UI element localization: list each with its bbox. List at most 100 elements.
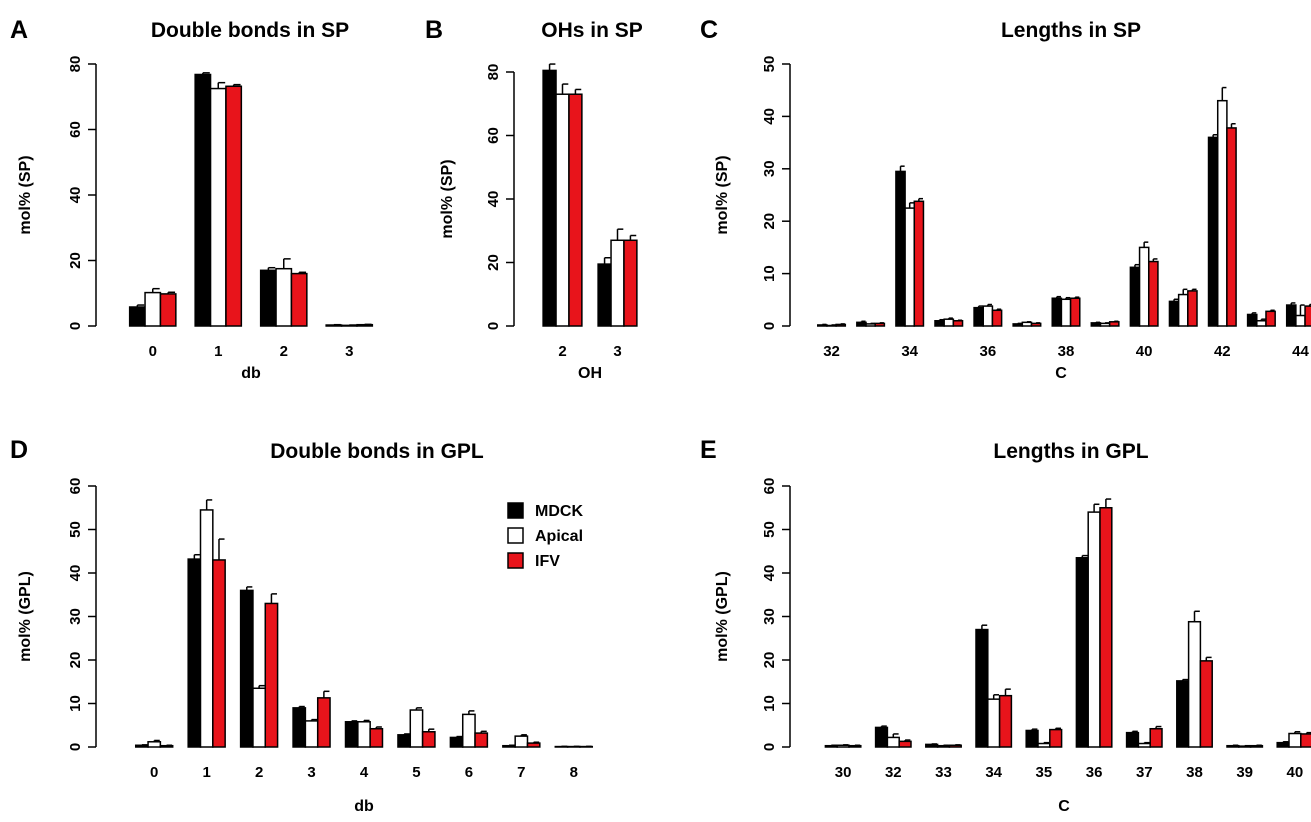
bar-apical-35 bbox=[1037, 742, 1051, 748]
bar-mdck-39 bbox=[1090, 322, 1102, 327]
bar-mdck-1 bbox=[194, 73, 212, 327]
error-bar-ifv-1 bbox=[232, 83, 241, 87]
bar-ifv-32 bbox=[835, 323, 847, 327]
x-tick-label: 2 bbox=[255, 764, 263, 781]
error-bar-ifv-1 bbox=[218, 538, 225, 560]
x-tick-label: 42 bbox=[1214, 343, 1231, 360]
panel-A: A Double bonds in SP 0 20 40 60 80 mol% (SP) 0 1 2… bbox=[10, 16, 374, 382]
y-tick-label: 40 bbox=[485, 191, 502, 208]
bar-mdck-35 bbox=[1025, 729, 1039, 748]
bar-ifv-36 bbox=[991, 309, 1003, 327]
error-bar-ifv-0 bbox=[167, 291, 176, 294]
bar-apical-40 bbox=[1138, 246, 1150, 327]
error-bar-apical-6 bbox=[468, 710, 475, 715]
bar-mdck-3 bbox=[597, 263, 612, 327]
x-tick-label: 36 bbox=[980, 343, 997, 360]
chart-title: Lengths in SP bbox=[1001, 19, 1141, 42]
x-tick-label: 2 bbox=[280, 343, 288, 360]
x-tick-label: 34 bbox=[901, 343, 918, 360]
bar-ifv-37 bbox=[1149, 727, 1163, 748]
panel-C: C Lengths in SP 0 10 20 30 40 50 mol% (SP) 32 34 36… bbox=[700, 16, 1311, 382]
error-bar-ifv-44 bbox=[1308, 303, 1311, 307]
bar-apical-1 bbox=[199, 509, 214, 748]
y-tick-label: 30 bbox=[67, 608, 84, 625]
error-bar-ifv-34 bbox=[918, 197, 924, 202]
error-bar-apical-37 bbox=[1026, 321, 1032, 323]
x-tick-label: 7 bbox=[517, 764, 525, 781]
error-bar-mdck-38 bbox=[1056, 295, 1061, 299]
error-bar-ifv-33 bbox=[879, 322, 884, 324]
bar-apical-41 bbox=[1177, 293, 1189, 327]
panel-label: A bbox=[10, 16, 28, 44]
error-bar-apical-35 bbox=[948, 317, 953, 320]
error-bar-ifv-39 bbox=[1113, 320, 1119, 323]
bar-ifv-35 bbox=[952, 320, 964, 327]
error-bar-mdck-34 bbox=[899, 165, 905, 172]
x-tick-label: 36 bbox=[1086, 764, 1103, 781]
chart-title: OHs in SP bbox=[541, 19, 643, 42]
error-bar-mdck-2 bbox=[246, 586, 253, 591]
x-tick-label: 32 bbox=[885, 764, 902, 781]
y-tick-label: 30 bbox=[761, 608, 778, 625]
bar-mdck-42 bbox=[1207, 136, 1219, 327]
error-bar-ifv-7 bbox=[532, 741, 540, 744]
bar-apical-39 bbox=[1099, 322, 1111, 327]
y-tick-label: 30 bbox=[761, 160, 778, 177]
bar-ifv-38 bbox=[1199, 660, 1213, 748]
bar-mdck-34 bbox=[895, 170, 906, 327]
error-bar-apical-4 bbox=[363, 719, 370, 722]
x-tick-label: 34 bbox=[985, 764, 1002, 781]
error-bar-ifv-41 bbox=[1191, 288, 1197, 291]
error-bar-ifv-2 bbox=[270, 593, 277, 604]
error-bar-ifv-36 bbox=[1105, 498, 1112, 508]
error-bar-ifv-4 bbox=[375, 726, 382, 729]
bar-apical-37 bbox=[1137, 742, 1151, 748]
error-bar-apical-38 bbox=[1193, 610, 1200, 622]
bar-mdck-33 bbox=[856, 321, 867, 327]
bar-ifv-3 bbox=[316, 697, 331, 748]
error-bar-apical-44 bbox=[1299, 304, 1305, 316]
bar-mdck-37 bbox=[1012, 323, 1024, 327]
panel-label: C bbox=[700, 16, 718, 44]
x-tick-label: 33 bbox=[935, 764, 952, 781]
error-bar-mdck-0 bbox=[136, 304, 145, 308]
error-bar-ifv-34 bbox=[1004, 688, 1011, 696]
bar-mdck-40 bbox=[1276, 741, 1290, 748]
bar-apical-3 bbox=[304, 720, 319, 748]
error-bar-ifv-2 bbox=[574, 88, 582, 95]
error-bar-mdck-3 bbox=[298, 705, 305, 708]
bar-apical-34 bbox=[904, 207, 916, 327]
legend-label-apical: Apical bbox=[535, 528, 583, 545]
bar-mdck-1 bbox=[187, 558, 202, 748]
bar-ifv-36 bbox=[1099, 507, 1113, 748]
x-tick-label: 1 bbox=[214, 343, 222, 360]
error-bar-ifv-35 bbox=[957, 319, 963, 321]
bar-apical-34 bbox=[987, 698, 1001, 748]
error-bar-apical-2 bbox=[258, 684, 265, 689]
bar-ifv-0 bbox=[159, 744, 174, 748]
y-tick-label: 20 bbox=[761, 652, 778, 669]
panel-B: B OHs in SP 0 20 40 60 80 mol% (SP) 2 3 OH bbox=[425, 16, 643, 382]
error-bar-mdck-40 bbox=[1134, 263, 1140, 268]
y-tick-label: 0 bbox=[761, 743, 778, 751]
x-tick-label: 38 bbox=[1186, 764, 1203, 781]
error-bar-apical-42 bbox=[1221, 86, 1227, 101]
x-tick-label: 8 bbox=[570, 764, 578, 781]
bar-apical-2 bbox=[555, 93, 570, 327]
bar-ifv-34 bbox=[998, 694, 1013, 748]
error-bar-apical-40 bbox=[1143, 241, 1149, 248]
error-bar-mdck-35 bbox=[938, 318, 944, 321]
legend-swatch-mdck bbox=[507, 502, 524, 519]
error-bar-ifv-37 bbox=[1035, 322, 1041, 324]
x-tick-label: 39 bbox=[1236, 764, 1253, 781]
error-bar-ifv-42 bbox=[1230, 122, 1236, 128]
y-axis-label: mol% (SP) bbox=[439, 159, 456, 238]
bar-mdck-36 bbox=[973, 306, 985, 327]
y-tick-label: 0 bbox=[67, 322, 84, 330]
bar-ifv-2 bbox=[264, 602, 279, 748]
x-tick-label: 3 bbox=[307, 764, 315, 781]
bar-ifv-39 bbox=[1108, 321, 1120, 327]
x-tick-label: 3 bbox=[613, 343, 621, 360]
bar-mdck-2 bbox=[259, 269, 277, 327]
